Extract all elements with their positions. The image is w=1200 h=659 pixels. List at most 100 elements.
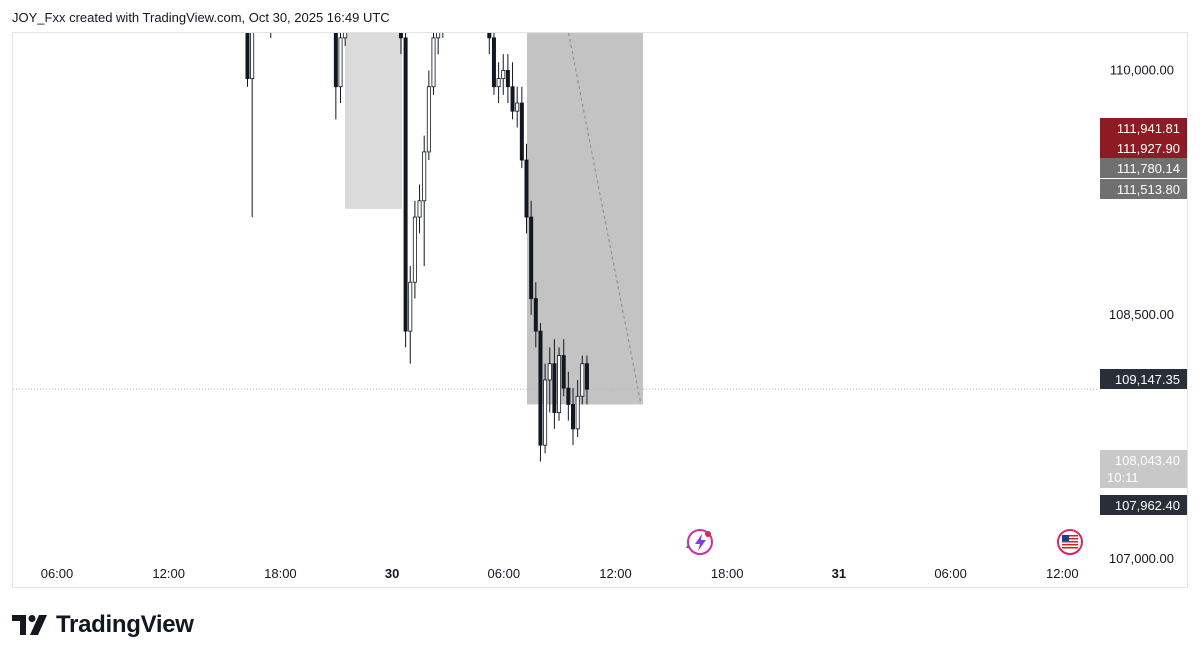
- candle-body: [431, 37, 436, 88]
- x-axis-tick-label: 12:00: [1046, 566, 1079, 581]
- tradingview-logo[interactable]: TradingView: [12, 610, 194, 640]
- price-tag: 107,962.40: [1100, 495, 1187, 515]
- candle: [408, 265, 413, 364]
- candle: [442, 33, 444, 38]
- tradingview-logo-icon: [12, 615, 47, 635]
- price-tag-bg: [1100, 450, 1187, 488]
- candle: [487, 33, 492, 55]
- candle: [510, 62, 515, 120]
- y-axis-tick-label: 108,500.00: [1109, 307, 1174, 322]
- price-tag-bg: [1100, 369, 1187, 389]
- candle: [538, 322, 543, 462]
- price-tag-label: 107,962.40: [1115, 498, 1180, 513]
- candle: [519, 86, 524, 169]
- candle: [561, 339, 566, 397]
- candle-body: [515, 102, 520, 112]
- candle-body: [412, 216, 417, 283]
- price-chart[interactable]: 113,000.00112,500.00111,000.00110,500.00…: [13, 33, 1189, 589]
- chart-frame[interactable]: 113,000.00112,500.00111,000.00110,500.00…: [12, 32, 1188, 588]
- flag-stripe: [1062, 535, 1078, 537]
- tradingview-wordmark: TradingView: [56, 611, 194, 638]
- x-axis-tick-label: 06:00: [488, 566, 521, 581]
- price-tag: 111,780.14: [1100, 158, 1187, 178]
- candle: [580, 355, 585, 405]
- candle-body: [491, 37, 496, 88]
- candle-body: [543, 379, 548, 446]
- lightning-bolt-icon[interactable]: [686, 529, 713, 555]
- flag-stripe: [1062, 544, 1078, 546]
- position-2-path: [568, 33, 642, 405]
- us-flag-icon[interactable]: [1057, 529, 1083, 555]
- lightning-bolt: [695, 534, 706, 551]
- candle: [491, 33, 496, 95]
- candle-body: [584, 363, 589, 390]
- candle: [412, 200, 417, 299]
- candle: [422, 135, 427, 266]
- candle-body: [533, 298, 538, 332]
- candle: [571, 388, 576, 446]
- candle: [547, 347, 552, 413]
- flag-stripe: [1062, 541, 1078, 543]
- price-tag-label: 111,927.90: [1117, 141, 1180, 156]
- y-axis-tick-label: 110,000.00: [1110, 62, 1174, 77]
- candle-body: [566, 387, 571, 405]
- price-tag-label: 109,147.35: [1115, 372, 1180, 387]
- flag-stripe: [1062, 538, 1078, 540]
- candle-body: [417, 200, 422, 218]
- candle: [575, 379, 580, 438]
- candle-body: [571, 404, 576, 430]
- lightning-sparkle: [686, 544, 690, 548]
- x-axis-tick-label: 30: [385, 566, 399, 581]
- price-tag-countdown: 10:11: [1107, 470, 1139, 485]
- price-tag-label: 111,780.14: [1117, 161, 1180, 176]
- x-axis-tick-label: 06:00: [934, 566, 967, 581]
- price-tag: 111,513.80: [1100, 179, 1187, 199]
- candle: [505, 54, 510, 104]
- candle: [543, 363, 548, 454]
- candle-body: [557, 355, 562, 413]
- candle: [584, 355, 589, 405]
- x-axis-tick-label: 18:00: [711, 566, 744, 581]
- x-axis-tick-label: 12:00: [152, 566, 185, 581]
- candle-body: [538, 330, 543, 446]
- candle-body: [426, 86, 431, 153]
- candle-body: [408, 281, 413, 332]
- candle: [338, 33, 343, 104]
- candle: [515, 86, 520, 128]
- price-tag-label: 111,513.80: [1117, 182, 1180, 197]
- candle: [417, 184, 422, 234]
- candle: [398, 33, 403, 55]
- y-axis-tick-label: 107,000.00: [1109, 551, 1174, 566]
- candle-body: [552, 363, 557, 413]
- candle: [552, 339, 557, 429]
- price-tag: 111,941.81: [1100, 118, 1187, 138]
- candle: [245, 33, 250, 87]
- x-axis-tick-label: 18:00: [264, 566, 297, 581]
- candle: [403, 33, 408, 348]
- candle-body: [343, 33, 348, 39]
- position-2-profit-zone: [527, 33, 643, 405]
- candle: [557, 347, 562, 421]
- price-tag: 108,043.40 10:11: [1100, 450, 1187, 488]
- candle-body: [338, 37, 343, 88]
- candle-body: [510, 86, 515, 112]
- candle-body: [245, 33, 250, 79]
- candle-body: [519, 102, 524, 161]
- candle-body: [487, 33, 492, 39]
- candle: [566, 371, 571, 421]
- price-tag-bg: [1100, 118, 1187, 138]
- position-1-target-zone: [345, 33, 402, 209]
- price-tag: 111,927.90: [1100, 138, 1187, 158]
- candle-body: [575, 395, 580, 430]
- candle: [250, 33, 255, 218]
- candle-body: [403, 37, 408, 332]
- price-tag-label: 111,941.81: [1117, 121, 1180, 136]
- candle: [431, 33, 436, 95]
- candle-body: [524, 159, 529, 218]
- candle: [343, 33, 348, 47]
- candle-body: [529, 216, 534, 299]
- price-tag-bg: [1100, 138, 1187, 158]
- candle-body: [561, 355, 566, 389]
- candle: [501, 54, 506, 95]
- flag-canton: [1062, 535, 1069, 541]
